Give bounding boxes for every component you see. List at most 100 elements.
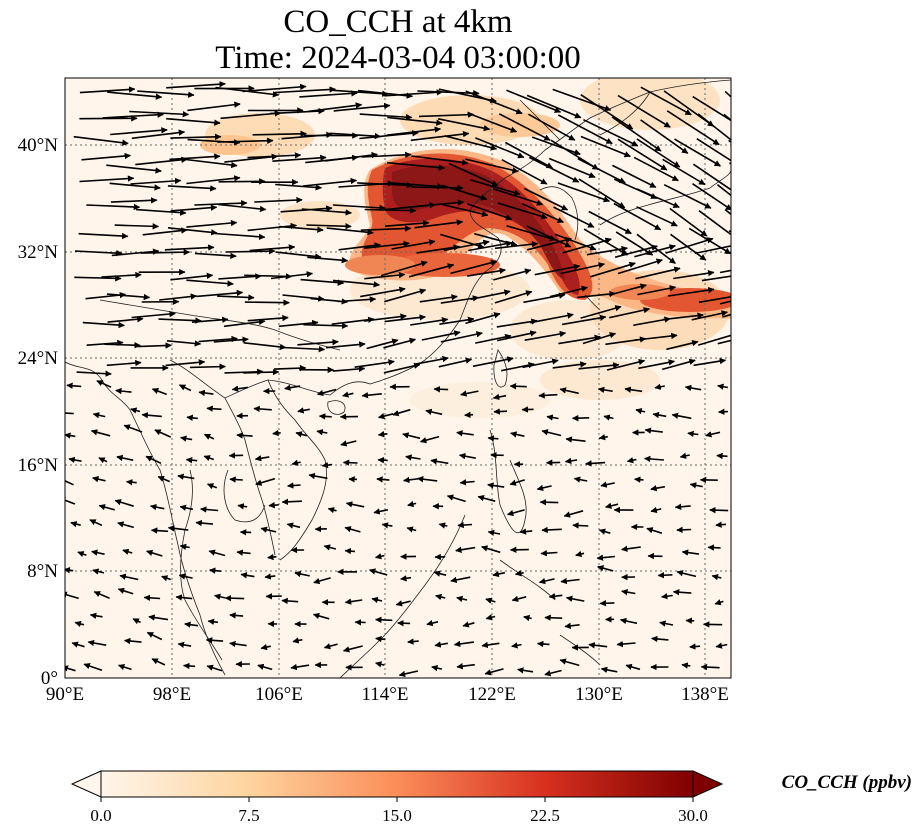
wind-arrow — [640, 119, 689, 154]
wind-arrow — [77, 551, 87, 558]
wind-arrow — [254, 455, 270, 462]
lon-tick-label: 90°E — [46, 684, 84, 705]
wind-arrow — [561, 314, 607, 326]
wind-arrow — [332, 365, 366, 373]
wind-arrow — [701, 275, 731, 282]
wind-arrow — [185, 457, 198, 464]
wind-arrow — [559, 387, 579, 395]
wind-arrow — [229, 476, 243, 483]
wind-arrow — [588, 210, 632, 235]
wind-arrow — [359, 113, 413, 121]
wind-arrow — [661, 592, 673, 600]
wind-arrow — [519, 528, 533, 535]
wind-arrow — [487, 482, 505, 489]
wind-arrow — [65, 497, 76, 505]
wind-arrow — [599, 600, 615, 607]
wind-arrow — [719, 269, 731, 274]
wind-arrow — [167, 227, 218, 236]
wind-arrow — [257, 663, 273, 671]
wind-arrow — [117, 587, 134, 595]
wind-arrow — [530, 312, 574, 324]
wind-arrow — [462, 621, 475, 628]
wind-arrow — [546, 414, 559, 421]
wind-arrow — [612, 164, 657, 189]
wind-arrow — [115, 387, 132, 395]
wind-arrow — [523, 614, 532, 622]
wind-arrow — [123, 637, 142, 645]
wind-arrow — [65, 480, 74, 486]
wind-arrow — [229, 640, 247, 648]
wind-arrow — [588, 642, 608, 649]
wind-arrow — [76, 370, 112, 377]
wind-arrow — [506, 225, 557, 242]
wind-arrow — [421, 330, 461, 341]
wind-arrow — [323, 643, 338, 650]
wind-arrow — [392, 408, 411, 417]
wind-arrow — [384, 288, 427, 303]
wind-arrow — [158, 317, 202, 324]
wind-arrow — [231, 385, 249, 392]
wind-arrow — [636, 206, 678, 227]
wind-arrow — [540, 550, 558, 557]
wind-arrow — [470, 289, 511, 301]
wind-arrow — [81, 152, 132, 161]
wind-arrow — [557, 182, 611, 203]
wind-arrow — [582, 332, 617, 345]
wind-arrow — [159, 293, 198, 301]
wind-arrow — [284, 384, 301, 391]
latitude-tick-labels: 0° 8°N 16°N 24°N 32°N 40°N — [18, 135, 59, 689]
wind-arrow — [693, 357, 727, 367]
wind-arrow — [609, 307, 651, 319]
wind-arrow — [475, 333, 512, 344]
wind-arrow — [466, 267, 506, 277]
wind-arrow — [107, 316, 144, 323]
wind-arrow — [303, 322, 349, 330]
wind-arrow — [524, 330, 567, 341]
wind-arrow — [207, 618, 219, 625]
wind-arrow — [501, 362, 535, 372]
wind-arrow — [548, 157, 596, 178]
wind-arrow — [301, 208, 352, 216]
wind-arrow — [492, 570, 506, 578]
wind-arrow — [377, 431, 388, 438]
wind-arrow — [224, 594, 245, 602]
wind-arrow — [577, 157, 626, 184]
wind-arrow — [406, 526, 417, 533]
wind-arrow — [577, 290, 616, 299]
wind-arrow — [419, 294, 458, 303]
wind-arrow — [414, 219, 464, 229]
wind-arrow — [456, 430, 474, 437]
wind-arrow — [666, 110, 720, 146]
wind-arrow — [707, 544, 721, 551]
wind-arrow — [425, 408, 443, 416]
wind-arrow — [487, 529, 501, 537]
wind-arrow — [189, 363, 226, 370]
wind-arrow — [524, 187, 569, 211]
wind-arrow — [522, 358, 559, 369]
wind-arrow — [218, 273, 262, 280]
wind-arrow — [384, 314, 426, 323]
wind-arrow — [145, 455, 162, 465]
wind-arrow — [337, 296, 377, 303]
wind-arrow — [624, 386, 643, 393]
wind-arrow — [536, 484, 552, 492]
wind-arrow — [603, 414, 614, 421]
wind-arrow — [511, 595, 527, 602]
wind-arrow — [605, 502, 619, 509]
colorbar-min-extend — [70, 770, 102, 798]
wind-arrow — [136, 208, 187, 216]
wind-arrow — [161, 575, 171, 582]
wind-arrow — [578, 178, 626, 209]
wind-arrow — [381, 522, 393, 529]
wind-arrow — [493, 268, 532, 281]
wind-arrow — [528, 113, 576, 141]
wind-arrow — [151, 388, 167, 396]
wind-arrow — [485, 597, 496, 604]
wind-arrow — [659, 620, 674, 627]
wind-arrow — [674, 138, 721, 167]
wind-arrow — [308, 102, 363, 113]
wind-arrow — [636, 138, 681, 168]
wind-arrow — [65, 665, 76, 672]
wind-arrow — [465, 312, 501, 325]
wind-arrow — [130, 177, 182, 185]
